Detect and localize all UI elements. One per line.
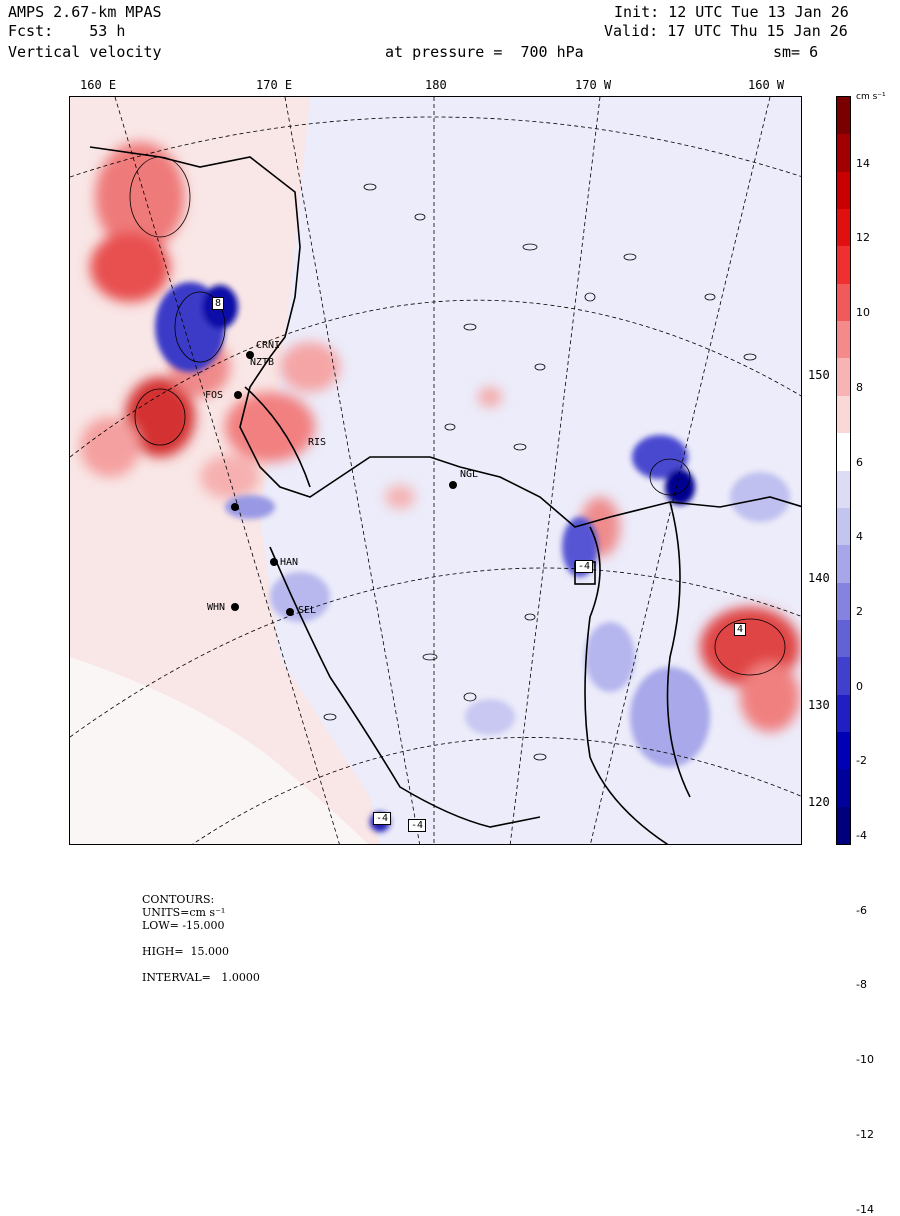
contour-label: -4 (373, 812, 392, 825)
colorbar-segment (837, 433, 850, 471)
init-time: Init: 12 UTC Tue 13 Jan 26 (614, 3, 849, 21)
station-label: RIS (308, 437, 327, 448)
coastline (89, 146, 801, 844)
contour-label: 4 (734, 623, 747, 636)
contour-label: 8 (212, 297, 225, 310)
colorbar-segment (837, 134, 850, 173)
colorbar-tick-label: -14 (856, 1202, 874, 1216)
colorbar-segment (837, 545, 850, 584)
colorbar-segment (837, 395, 850, 434)
station-label: CRNI (256, 340, 281, 351)
colorbar (836, 96, 851, 845)
footer-high: HIGH= 15.000 (142, 945, 230, 958)
station-label: NZTB (250, 357, 275, 368)
colorbar-segment (837, 246, 850, 285)
smoothing: sm= 6 (773, 43, 819, 61)
pressure-level: at pressure = 700 hPa (385, 43, 584, 61)
station-dots (231, 351, 457, 616)
ice-region (70, 657, 368, 844)
colorbar-segment (837, 171, 850, 210)
lon-label-160e: 160 E (80, 78, 117, 92)
colorbar-tick-label: -10 (856, 1053, 874, 1067)
map-plot[interactable]: CRNI NZTB RIS NGL HAN WHN SEL FOS 8 -4 -… (69, 96, 802, 845)
colorbar-segment (837, 507, 850, 546)
station-label: NGL (460, 469, 479, 480)
footer: CONTOURS: UNITS=cm s⁻¹ LOW= -15.000 HIGH… (135, 880, 260, 984)
colorbar-tick-label: 0 (856, 679, 863, 693)
colorbar-tick-label: 4 (856, 530, 863, 544)
contour-label: -4 (575, 560, 594, 573)
lon-label-170w: 170 W (575, 78, 612, 92)
graticule (70, 97, 801, 844)
footer-low: LOW= -15.000 (142, 919, 225, 932)
colorbar-segment (837, 806, 850, 845)
lon-label-170e: 170 E (256, 78, 293, 92)
colorbar-segment (837, 657, 850, 696)
contour-lines (129, 156, 786, 761)
colorbar-segment (837, 731, 850, 770)
colorbar-segment (837, 97, 850, 135)
colorbar-tick-label: 12 (856, 231, 870, 245)
colorbar-segment (837, 283, 850, 322)
colorbar-tick-label: -6 (856, 903, 867, 917)
colorbar-tick-label: 14 (856, 156, 870, 170)
station-label: WHN (207, 602, 226, 613)
colorbar-tick-label: 8 (856, 380, 863, 394)
lon-label-160w: 160 W (748, 78, 785, 92)
map-svg (70, 97, 801, 844)
valid-time: Valid: 17 UTC Thu 15 Jan 26 (604, 22, 848, 40)
colorbar-tick-label: 2 (856, 604, 863, 618)
colorbar-segment (837, 694, 850, 733)
colorbar-segment (837, 619, 850, 658)
station-label: SEL (298, 605, 317, 616)
colorbar-segment (837, 769, 850, 808)
footer-units: UNITS=cm s⁻¹ (142, 906, 226, 919)
colorbar-units: cm s⁻¹ (856, 92, 886, 102)
station-label: HAN (280, 557, 299, 568)
colorbar-segment (837, 582, 850, 621)
colorbar-segment (837, 321, 850, 359)
footer-interval: INTERVAL= 1.0000 (142, 971, 260, 984)
colorbar-segment (837, 358, 850, 397)
colorbar-tick-label: -12 (856, 1127, 874, 1141)
colorbar-tick-label: -8 (856, 978, 867, 992)
colorbar-segment (837, 470, 850, 509)
model-title: AMPS 2.67-km MPAS (8, 3, 162, 21)
lon-label-180: 180 (425, 78, 447, 92)
colorbar-segment (837, 209, 850, 247)
colorbar-tick-label: -2 (856, 754, 867, 768)
station-label: FOS (205, 390, 224, 401)
forecast-hour: Fcst: 53 h (8, 22, 126, 40)
colorbar-tick-label: 6 (856, 455, 863, 469)
colorbar-tick-label: -4 (856, 829, 867, 842)
colorbar-tick-label: 10 (856, 306, 870, 320)
contour-label: -4 (408, 819, 427, 832)
field-name: Vertical velocity (8, 43, 162, 61)
